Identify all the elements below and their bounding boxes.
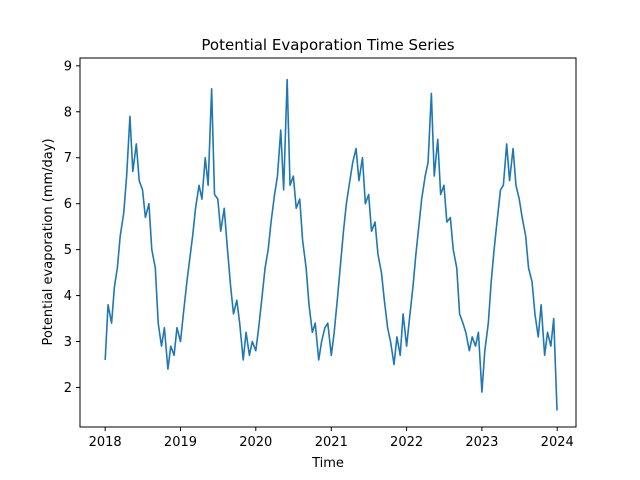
y-tick-label: 5 <box>64 243 72 258</box>
axes-frame <box>79 57 577 428</box>
y-tick-label: 9 <box>64 59 72 74</box>
series-line <box>104 78 558 411</box>
x-axis-label: Time <box>311 456 344 471</box>
y-axis: 2 3 4 5 6 7 8 9 <box>64 59 80 396</box>
y-tick-label: 6 <box>64 197 72 212</box>
x-tick-label: 2023 <box>465 435 498 450</box>
x-tick-label: 2022 <box>390 435 423 450</box>
data-series-group <box>104 78 558 411</box>
x-tick-label: 2021 <box>315 435 348 450</box>
plot-area <box>80 58 576 427</box>
x-tick-label: 2019 <box>164 435 197 450</box>
chart-title: Potential Evaporation Time Series <box>201 36 454 54</box>
y-axis-label: Potential evaporation (mm/day) <box>41 138 56 345</box>
x-tick-label: 2024 <box>541 435 574 450</box>
x-axis: 2018 2019 2020 2021 2022 2023 2024 <box>89 427 574 450</box>
y-tick-label: 2 <box>64 381 72 396</box>
x-tick-label: 2020 <box>239 435 272 450</box>
y-tick-label: 7 <box>64 151 72 166</box>
y-tick-label: 8 <box>64 105 72 120</box>
x-tick-label: 2018 <box>89 435 122 450</box>
y-tick-label: 4 <box>64 289 72 304</box>
y-tick-label: 3 <box>64 335 72 350</box>
